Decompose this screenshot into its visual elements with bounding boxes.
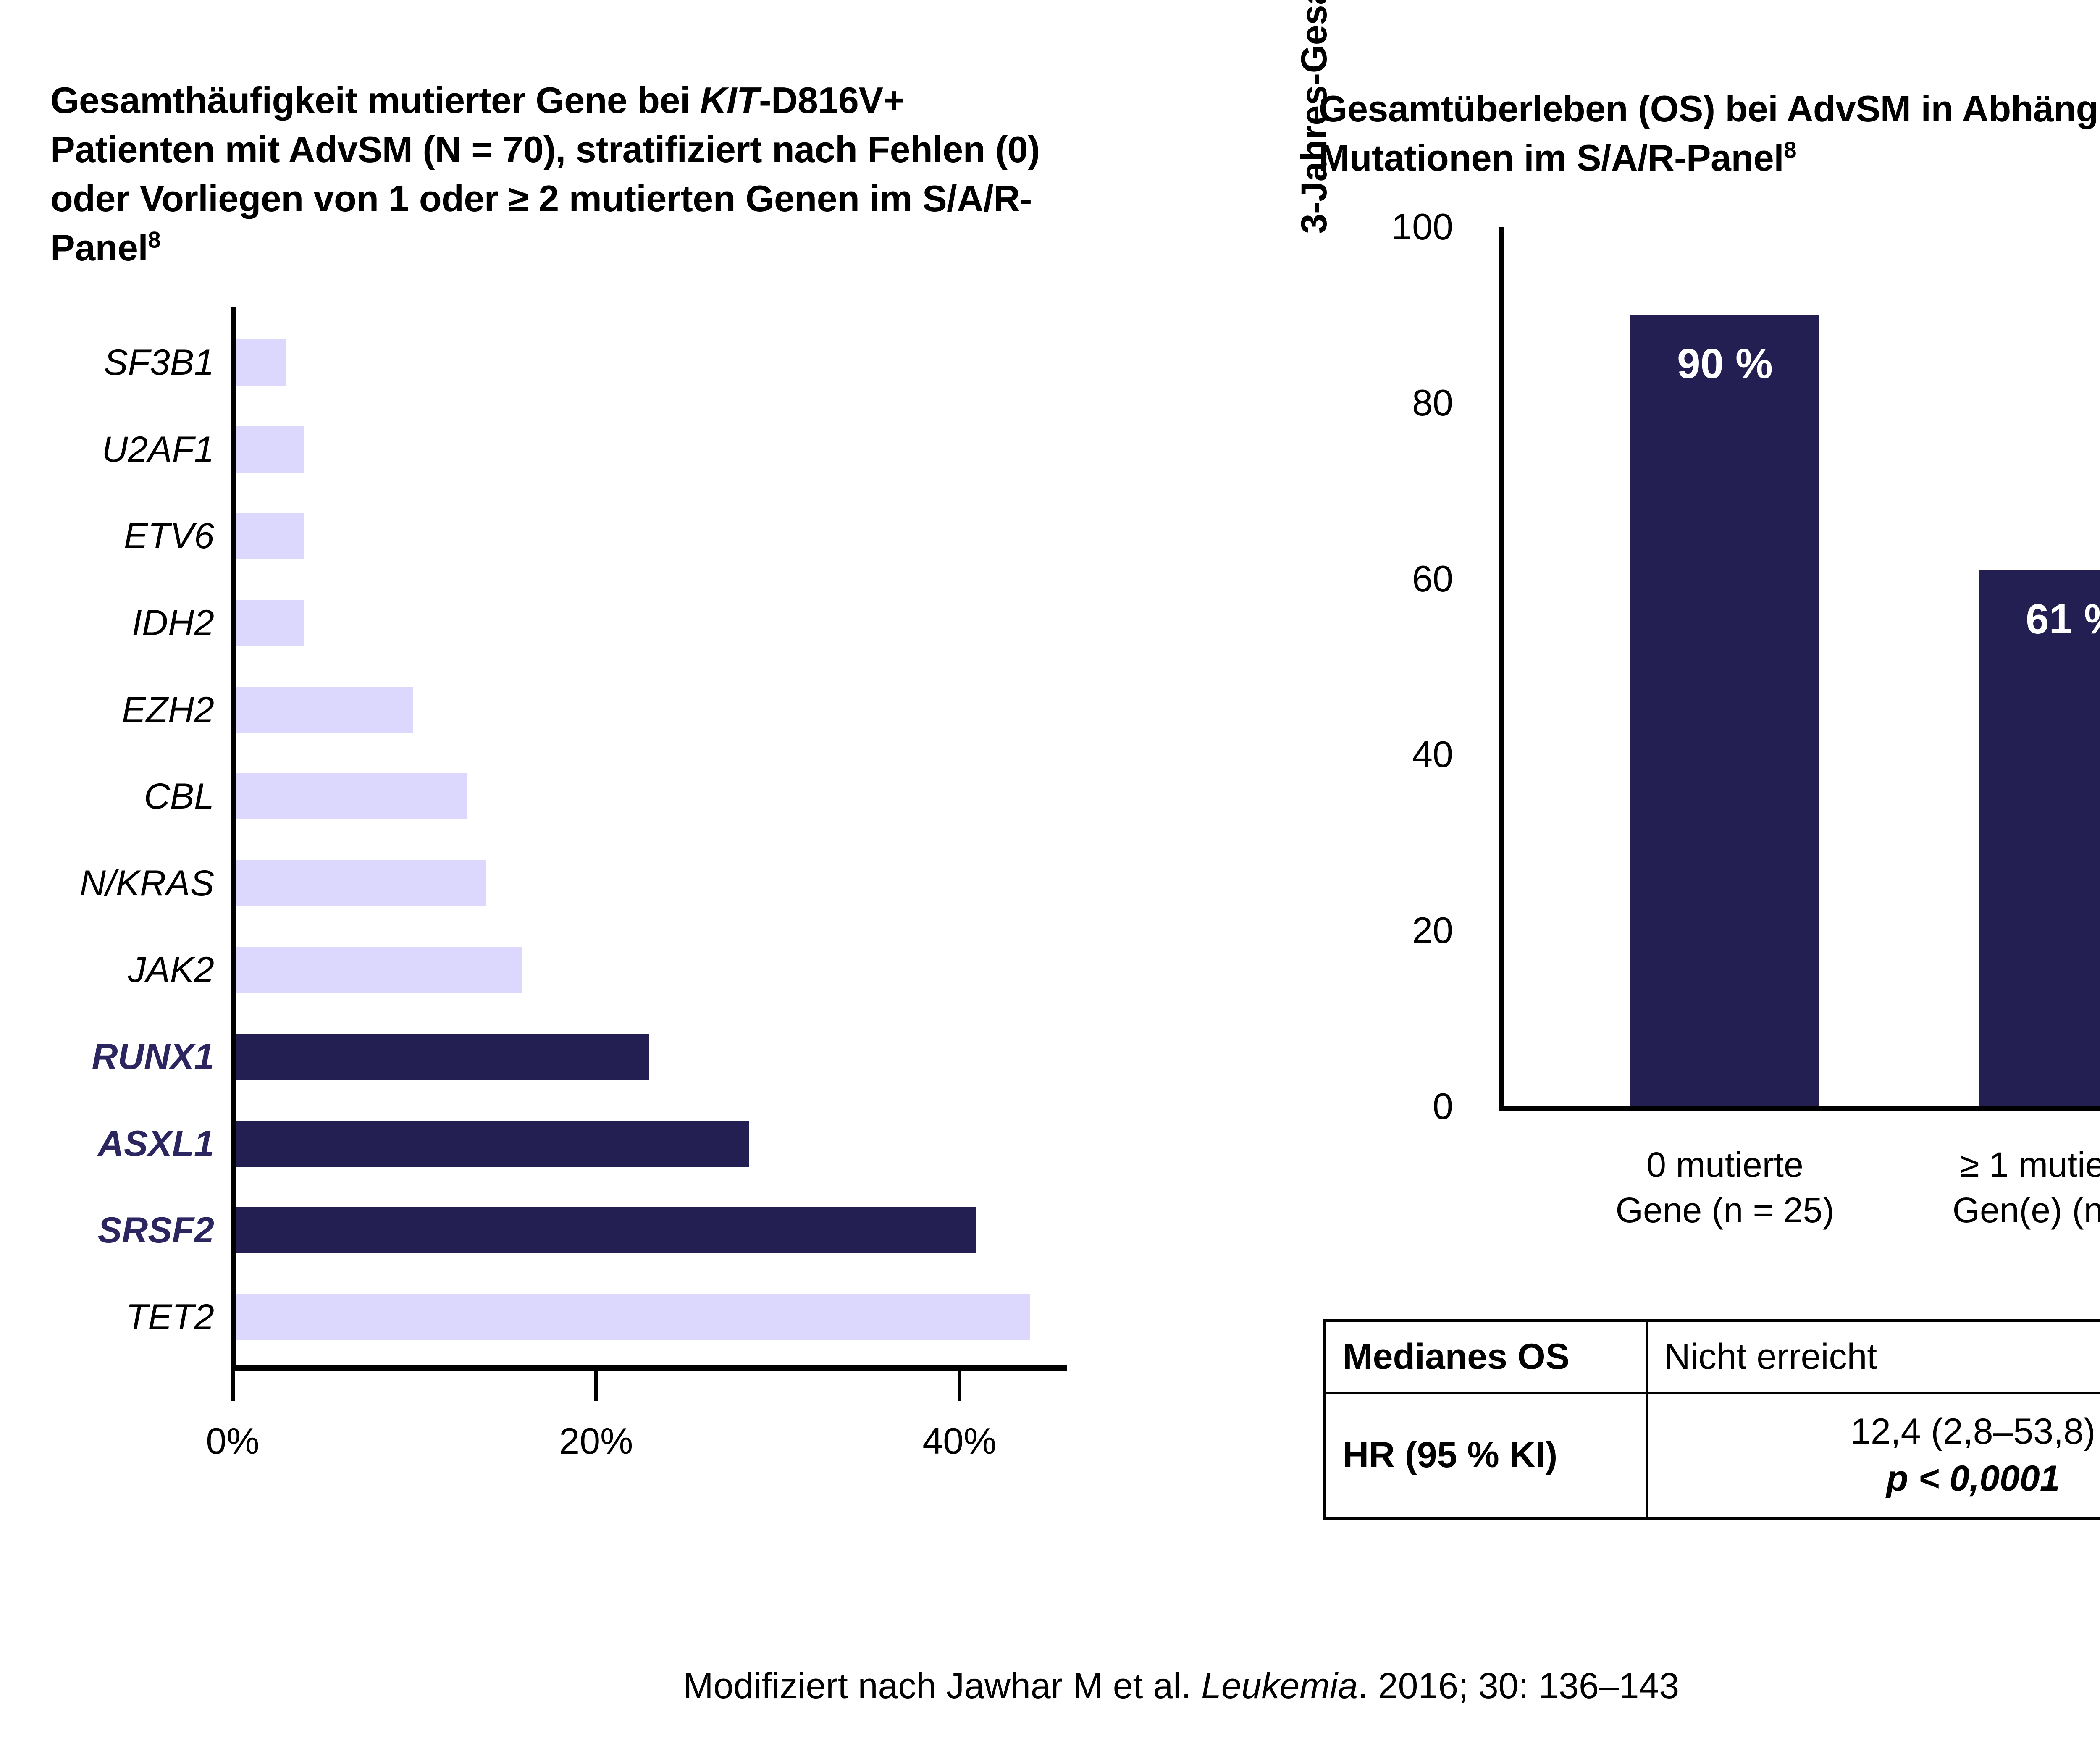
gene-frequency-bar: [231, 947, 522, 993]
bar-track: [231, 840, 1067, 927]
gene-label: CBL: [144, 776, 214, 817]
x-tick-mark: [231, 1371, 235, 1401]
gene-label: U2AF1: [102, 429, 214, 470]
os-bar-value-label: 61 %: [2026, 595, 2100, 643]
bar-track: [231, 319, 1067, 406]
bar-row: U2AF1: [50, 406, 1067, 493]
gene-label: IDH2: [132, 603, 214, 643]
bar-row: N/KRAS: [50, 840, 1067, 927]
bar-row: IDH2: [50, 580, 1067, 667]
bar-rows-container: SF3B1 U2AF1 ETV6 IDH2 EZH2 CBL N/KRAS JAK2 RUNX1…: [50, 319, 1067, 1361]
row-header-hr: HR (95 % KI): [1323, 1392, 1648, 1519]
os-y-tick-label: 100: [1391, 206, 1453, 247]
row-values-medianes-os: Nicht erreicht 3,7 Jahre: [1645, 1319, 2100, 1394]
row-values-hr: 12,4 (2,8–53,8) p < 0,0001: [1645, 1392, 2100, 1519]
x-tick-label: 0%: [206, 1420, 260, 1462]
bar-track: [231, 493, 1067, 580]
os-bar-value-label: 90 %: [1677, 340, 1773, 388]
right-chart-title: Gesamtüberleben (OS) bei AdvSM in Abhäng…: [1319, 84, 2100, 182]
gene-label: EZH2: [122, 689, 214, 730]
gene-frequency-bar: [231, 513, 304, 559]
x-tick-label: 40%: [922, 1420, 997, 1462]
os-y-tick-label: 60: [1412, 557, 1453, 599]
os-y-tick-label: 40: [1412, 733, 1453, 775]
table-row: HR (95 % KI) 12,4 (2,8–53,8) p < 0,0001: [1323, 1392, 2100, 1519]
right-title-text: Gesamtüberleben (OS) bei AdvSM in Abhäng…: [1319, 88, 2100, 179]
x-tick-label: 20%: [559, 1420, 633, 1462]
gene-label: N/KRAS: [79, 863, 214, 903]
left-title-part1: Gesamthäufigkeit mutierter Gene bei: [50, 79, 700, 121]
bar-track: [231, 1014, 1067, 1100]
hr-ci-value: 12,4 (2,8–53,8): [1851, 1411, 2096, 1452]
gene-label: ASXL1: [97, 1123, 214, 1164]
bar-track: [231, 927, 1067, 1014]
bar-row: ASXL1: [50, 1100, 1067, 1187]
gene-frequency-bar: [231, 1120, 749, 1167]
bar-row: CBL: [50, 753, 1067, 840]
os-y-tick-label: 20: [1412, 909, 1453, 951]
gene-label: SF3B1: [104, 342, 214, 383]
gene-label: RUNX1: [92, 1037, 214, 1077]
x-axis-line: [231, 1365, 1067, 1371]
gene-frequency-bar: [231, 426, 304, 473]
os-bar: 90 %: [1630, 315, 1819, 1106]
gene-label: ETV6: [123, 516, 214, 557]
left-title-part2: -D816V+ Patienten mit AdvSM (N = 70), st…: [50, 79, 1040, 269]
right-title-ref: 8: [1784, 137, 1796, 163]
gene-frequency-bar: [231, 600, 304, 646]
gene-label: TET2: [126, 1297, 214, 1337]
bar-track: [231, 666, 1067, 753]
gene-frequency-bar: [231, 339, 286, 386]
os-plot-area: 90 % 61 %: [1504, 227, 2100, 1106]
bar-row: TET2: [50, 1274, 1067, 1361]
left-chart-title: Gesamthäufigkeit mutierter Gene bei KIT-…: [50, 76, 1067, 272]
os-y-tick-label: 80: [1412, 381, 1453, 423]
bar-track: [231, 1187, 1067, 1274]
bar-track: [231, 1274, 1067, 1361]
gene-frequency-bar: [231, 860, 486, 906]
source-citation: Modifiziert nach Jawhar M et al. Leukemi…: [0, 1665, 2100, 1707]
y-axis-line: [231, 307, 236, 1365]
bar-track: [231, 580, 1067, 667]
row-header-medianes-os: Medianes OS: [1323, 1319, 1648, 1394]
os-y-axis-line: [1499, 227, 1504, 1109]
os-summary-table: Medianes OS Nicht erreicht 3,7 Jahre HR …: [1323, 1319, 2100, 1520]
gene-label: JAK2: [128, 950, 214, 990]
gene-frequency-bar: [231, 1294, 1031, 1340]
bar-row: SRSF2: [50, 1187, 1067, 1274]
bar-track: [231, 1100, 1067, 1187]
citation-suffix: . 2016; 30: 136–143: [1357, 1666, 1680, 1706]
hr-p-value: p < 0,0001: [1886, 1458, 2060, 1499]
bar-row: ETV6: [50, 493, 1067, 580]
os-y-axis-label: 3-Jahres-Gesamtüberleben, %: [1294, 0, 1335, 332]
os-y-tick-label: 0: [1433, 1085, 1453, 1127]
bar-row: JAK2: [50, 927, 1067, 1014]
left-title-gene-italic: KIT: [700, 79, 759, 121]
gene-frequency-bar: [231, 686, 413, 733]
citation-prefix: Modifiziert nach Jawhar M et al.: [683, 1666, 1202, 1706]
os-category-label: ≥ 1 mutierte(s) Gen(e) (n = 45): [1952, 1145, 2100, 1230]
bar-row: EZH2: [50, 666, 1067, 753]
gene-label: SRSF2: [97, 1210, 214, 1251]
bar-row: SF3B1: [50, 319, 1067, 406]
bar-track: [231, 753, 1067, 840]
gene-frequency-bar-chart: SF3B1 U2AF1 ETV6 IDH2 EZH2 CBL N/KRAS JAK2 RUNX1…: [50, 307, 1067, 1462]
gene-frequency-bar: [231, 773, 467, 820]
bar-track: [231, 406, 1067, 493]
x-tick-mark: [958, 1371, 962, 1401]
os-bar-chart: 3-Jahres-Gesamtüberleben, % 0 20 40 60 80 100…: [1294, 0, 2100, 1230]
os-bar: 61 %: [1979, 570, 2100, 1106]
median-os-left-value: Nicht erreicht: [1664, 1337, 1877, 1377]
gene-frequency-bar: [231, 1207, 976, 1254]
citation-journal: Leukemia: [1201, 1666, 1358, 1706]
os-category-label: 0 mutierte Gene (n = 25): [1615, 1145, 1835, 1230]
gene-frequency-bar: [231, 1034, 649, 1080]
table-row: Medianes OS Nicht erreicht 3,7 Jahre: [1323, 1319, 2100, 1394]
x-tick-mark: [594, 1371, 598, 1401]
left-panel: Gesamthäufigkeit mutierter Gene bei KIT-…: [50, 76, 1067, 1462]
left-title-ref: 8: [148, 227, 161, 253]
bar-row: RUNX1: [50, 1014, 1067, 1100]
os-x-axis-line: [1499, 1106, 2100, 1111]
